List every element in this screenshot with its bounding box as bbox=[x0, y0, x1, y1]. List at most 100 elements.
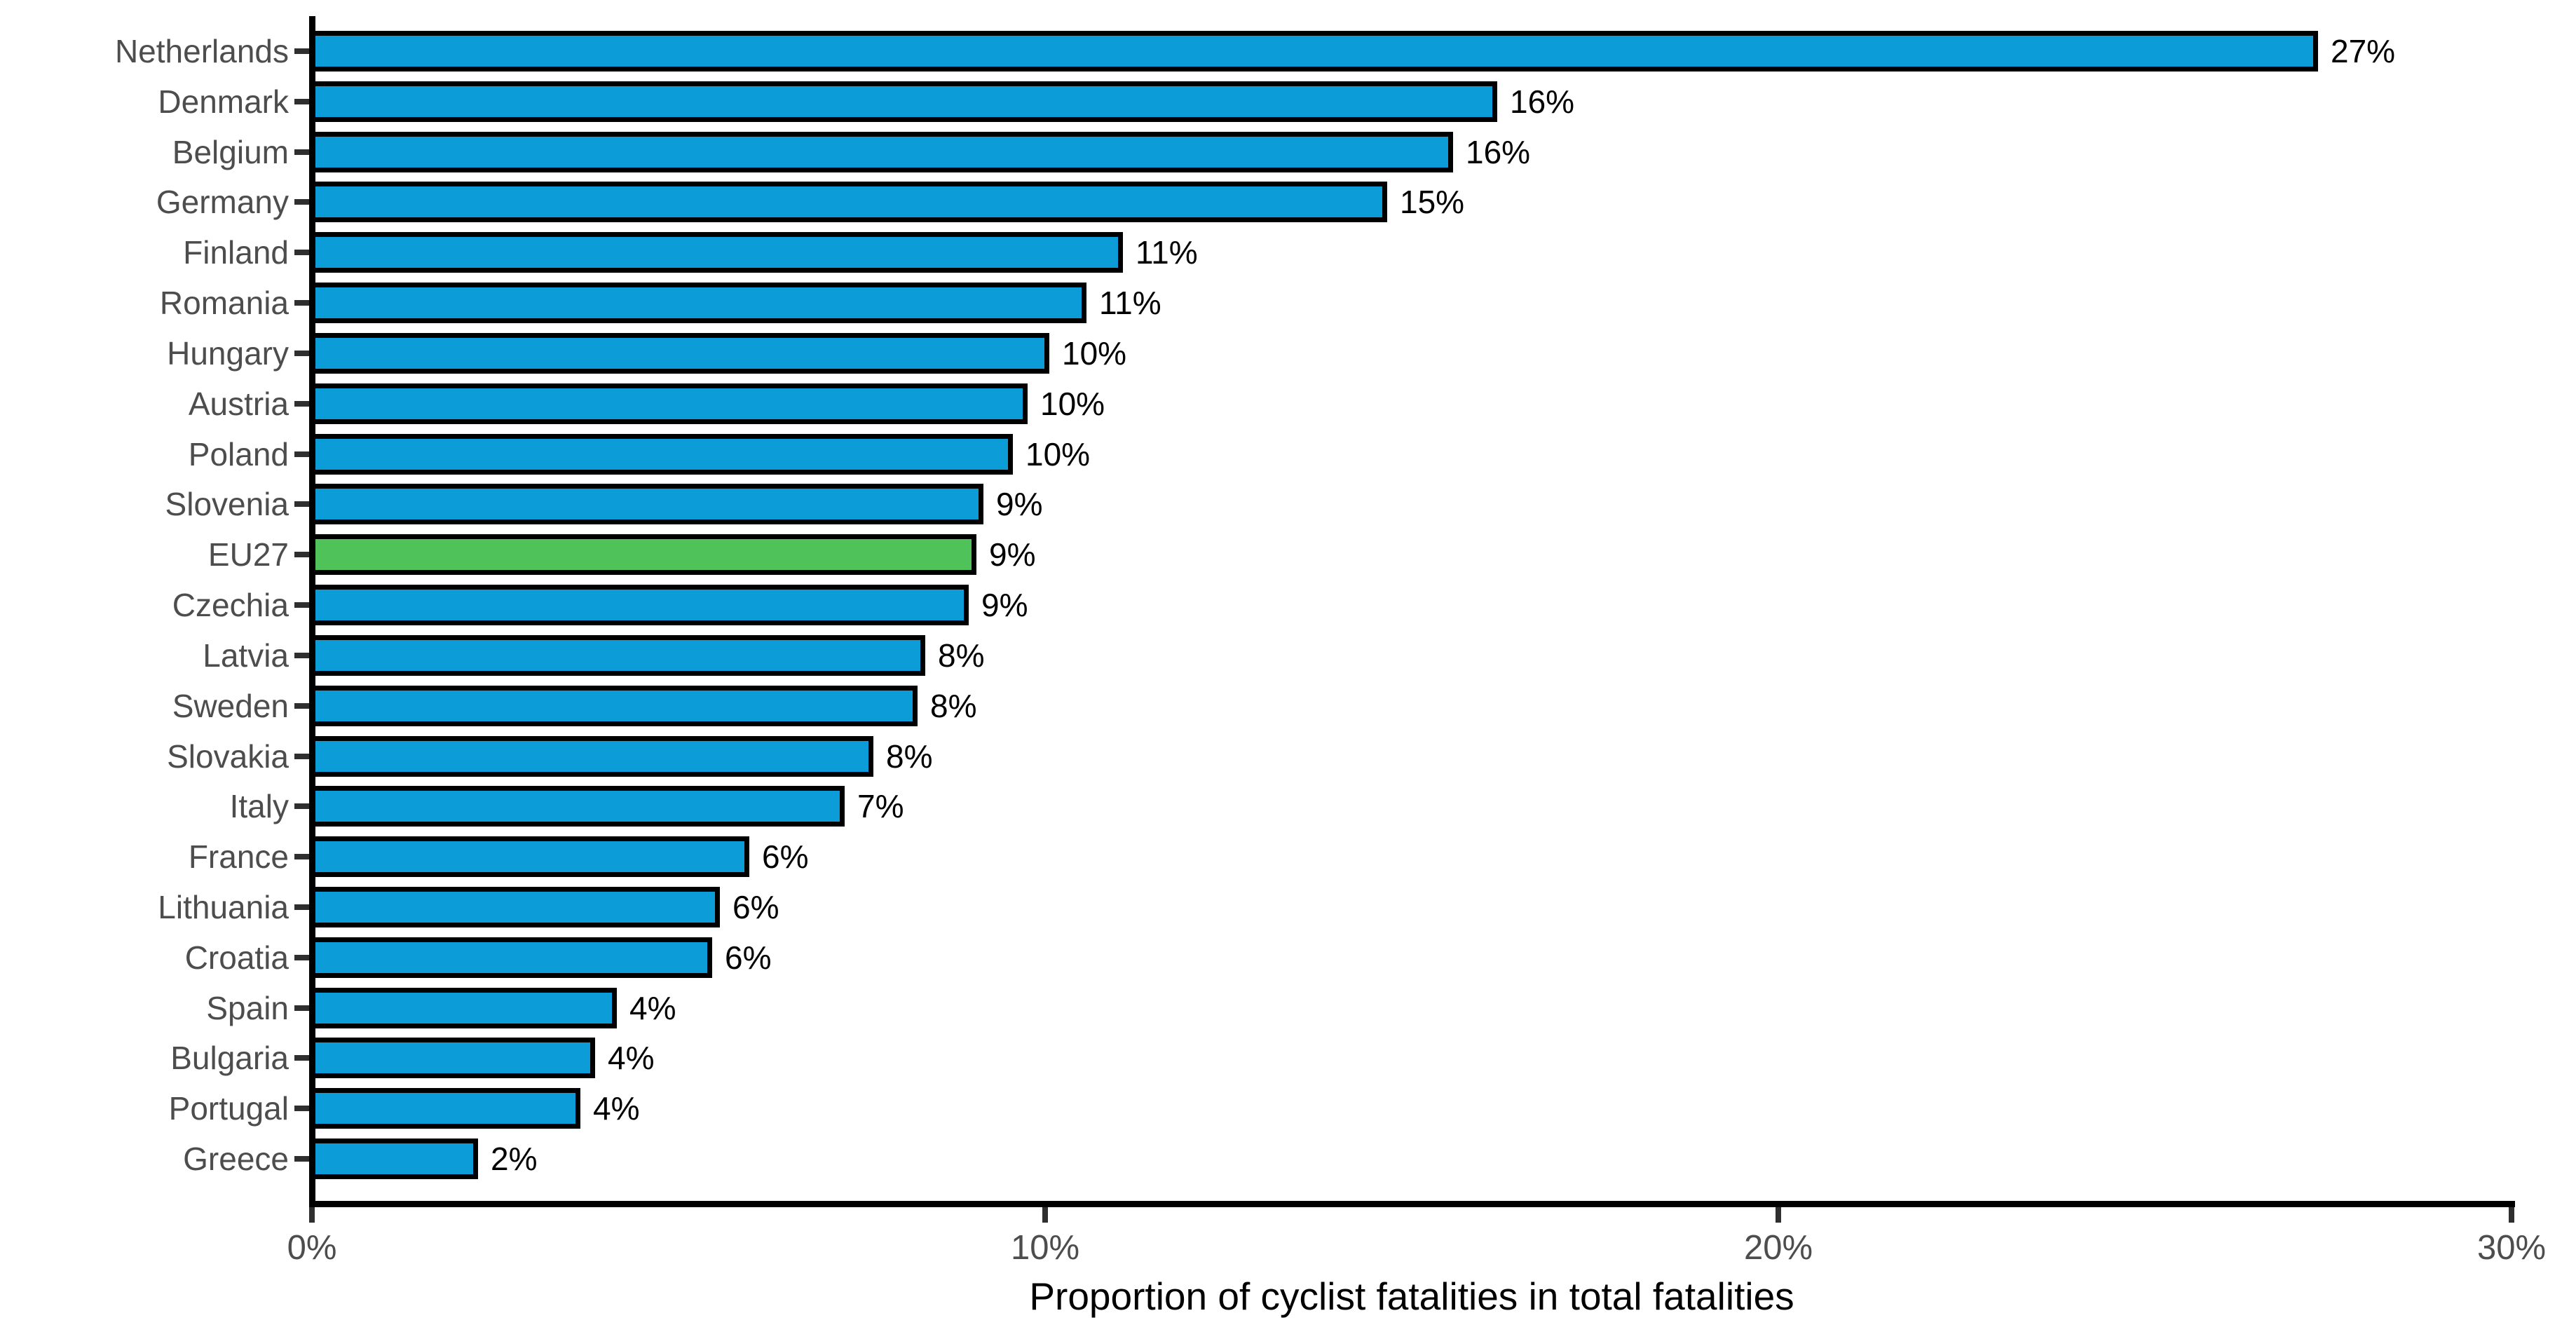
value-label: 10% bbox=[1025, 435, 1091, 473]
y-axis-tick bbox=[294, 702, 309, 709]
value-label: 10% bbox=[1062, 334, 1127, 372]
bar-highlight-eu27 bbox=[309, 534, 976, 576]
bar-row: Czechia 9% bbox=[0, 580, 2576, 630]
y-axis-tick bbox=[294, 400, 309, 407]
country-label: Denmark bbox=[158, 83, 289, 120]
y-axis-tick bbox=[294, 149, 309, 155]
value-label: 8% bbox=[938, 637, 985, 674]
y-axis-tick bbox=[294, 904, 309, 910]
bar bbox=[309, 585, 969, 626]
y-axis-tick bbox=[294, 652, 309, 658]
bar-row: Poland 10% bbox=[0, 429, 2576, 480]
y-axis-tick bbox=[294, 451, 309, 457]
bar-row: Greece 2% bbox=[0, 1134, 2576, 1184]
country-label: Lithuania bbox=[158, 888, 289, 925]
x-axis-line bbox=[309, 1201, 2515, 1207]
country-label: Germany bbox=[156, 184, 289, 221]
bar bbox=[309, 786, 845, 827]
bar bbox=[309, 1088, 580, 1129]
bar-rows: Netherlands 27% Denmark 16% Belgium 16% … bbox=[0, 26, 2576, 1184]
x-axis-tick bbox=[309, 1207, 315, 1223]
bar bbox=[309, 332, 1049, 374]
bar-row: Hungary 10% bbox=[0, 328, 2576, 379]
y-axis-tick bbox=[294, 48, 309, 54]
bar bbox=[309, 685, 918, 726]
x-axis-tick-label: 30% bbox=[2476, 1229, 2547, 1267]
country-label: Croatia bbox=[184, 939, 289, 976]
x-axis-tick-label: 10% bbox=[1010, 1229, 1080, 1267]
y-axis-tick bbox=[294, 602, 309, 609]
value-label: 4% bbox=[629, 989, 676, 1026]
value-label: 11% bbox=[1099, 285, 1161, 322]
country-label: Latvia bbox=[203, 637, 289, 674]
bar bbox=[309, 836, 749, 878]
country-label: EU27 bbox=[207, 536, 289, 573]
country-label: Netherlands bbox=[114, 32, 289, 69]
y-axis-tick bbox=[294, 552, 309, 558]
y-axis-tick bbox=[294, 98, 309, 104]
value-label: 16% bbox=[1466, 133, 1531, 170]
country-label: Sweden bbox=[172, 687, 289, 724]
y-axis-line bbox=[309, 16, 315, 1207]
x-axis-tick bbox=[2509, 1207, 2514, 1223]
y-axis-tick bbox=[294, 300, 309, 306]
value-label: 6% bbox=[762, 838, 809, 876]
bar-row: Italy 7% bbox=[0, 781, 2576, 831]
bar bbox=[309, 987, 617, 1028]
country-label: Belgium bbox=[172, 133, 289, 170]
bar bbox=[309, 383, 1028, 424]
bar-row: Belgium 16% bbox=[0, 127, 2576, 177]
bar-row: Netherlands 27% bbox=[0, 26, 2576, 76]
value-label: 7% bbox=[857, 788, 904, 825]
y-axis-tick bbox=[294, 1055, 309, 1061]
bar-row: Portugal 4% bbox=[0, 1083, 2576, 1134]
x-axis-tick bbox=[1042, 1207, 1048, 1223]
country-label: Spain bbox=[206, 989, 289, 1026]
bar bbox=[309, 433, 1013, 475]
bar bbox=[309, 283, 1086, 324]
value-label: 16% bbox=[1510, 83, 1575, 120]
bar bbox=[309, 634, 925, 676]
value-label: 10% bbox=[1040, 385, 1105, 422]
value-label: 9% bbox=[996, 486, 1043, 523]
y-axis-tick bbox=[294, 803, 309, 810]
country-label: Austria bbox=[188, 385, 289, 422]
y-axis-tick bbox=[294, 350, 309, 356]
bar bbox=[309, 937, 712, 978]
value-label: 11% bbox=[1136, 234, 1198, 271]
y-axis-tick bbox=[294, 1005, 309, 1011]
country-label: Hungary bbox=[167, 334, 289, 372]
value-label: 4% bbox=[608, 1040, 655, 1077]
country-label: Poland bbox=[188, 435, 289, 473]
x-axis-title: Proportion of cyclist fatalities in tota… bbox=[1029, 1275, 1794, 1318]
bar bbox=[309, 1038, 595, 1079]
country-label: Czechia bbox=[172, 587, 289, 624]
bar bbox=[309, 735, 873, 777]
country-label: France bbox=[188, 838, 289, 876]
x-axis-tick-label: 0% bbox=[287, 1229, 337, 1267]
bar-row: Croatia 6% bbox=[0, 932, 2576, 983]
value-label: 2% bbox=[491, 1141, 538, 1178]
value-label: 9% bbox=[989, 536, 1036, 573]
y-axis-tick bbox=[294, 250, 309, 256]
value-label: 9% bbox=[981, 587, 1028, 624]
country-label: Slovenia bbox=[165, 486, 289, 523]
bar-row: Denmark 16% bbox=[0, 76, 2576, 127]
bar-row: Spain 4% bbox=[0, 983, 2576, 1033]
bar-row: Lithuania 6% bbox=[0, 882, 2576, 932]
bar-row: Romania 11% bbox=[0, 278, 2576, 328]
bar bbox=[309, 30, 2318, 72]
bar bbox=[309, 232, 1123, 273]
bar-row: Slovakia 8% bbox=[0, 731, 2576, 782]
y-axis-tick bbox=[294, 199, 309, 205]
value-label: 4% bbox=[593, 1090, 640, 1127]
bar bbox=[309, 484, 983, 525]
country-label: Portugal bbox=[168, 1090, 289, 1127]
country-label: Greece bbox=[183, 1141, 289, 1178]
y-axis-tick bbox=[294, 954, 309, 960]
bar-row: France 6% bbox=[0, 831, 2576, 882]
x-axis-tick bbox=[1776, 1207, 1781, 1223]
bar-row: Finland 11% bbox=[0, 227, 2576, 278]
y-axis-tick bbox=[294, 1156, 309, 1162]
